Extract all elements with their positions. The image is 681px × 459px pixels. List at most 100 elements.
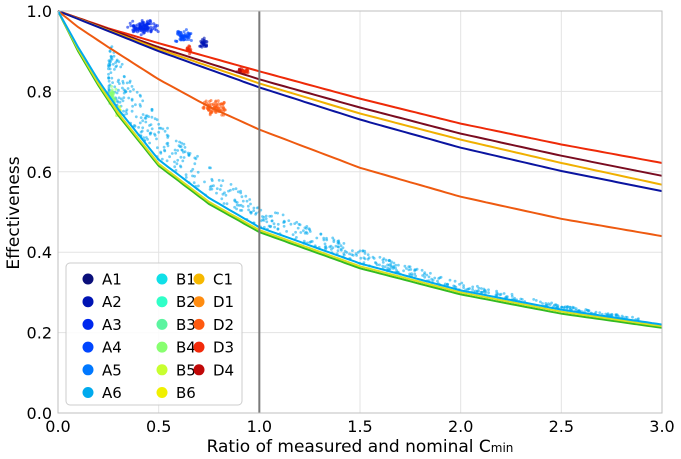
scatter-point [145,27,149,31]
scatter-point [433,276,437,280]
scatter-point [274,211,277,215]
y-tick-label: 0.2 [27,324,52,343]
legend-label: B2 [176,293,196,311]
scatter-point [384,258,388,262]
scatter-point [467,287,470,291]
scatter-point [624,315,628,319]
scatter-point [108,61,111,65]
scatter-point [126,87,130,90]
scatter-point [134,103,137,107]
scatter-point [166,134,170,138]
scatter-point [240,209,244,212]
legend-label: A6 [102,384,122,402]
scatter-point [541,302,544,305]
scatter-point [179,38,183,42]
scatter-point [144,120,148,124]
scatter-point [117,88,120,92]
scatter-point [138,103,142,106]
scatter-point [506,295,509,299]
scatter-point [276,222,280,226]
scatter-point [220,197,224,201]
scatter-point [453,285,457,288]
scatter-point [178,145,182,149]
scatter-point [337,239,341,243]
x-axis-label-subscript: min [491,441,514,455]
scatter-point [197,184,200,188]
scatter-point [480,287,483,290]
scatter-point [366,253,370,257]
scatter-point [245,69,249,72]
scatter-point [155,118,159,122]
scatter-point [166,126,169,130]
scatter-point [165,142,169,146]
scatter-point [413,269,416,272]
scatter-point [173,165,177,169]
scatter-point [110,55,114,59]
scatter-point [132,28,136,32]
scatter-point [342,242,346,245]
scatter-point [146,129,150,133]
scatter-point [136,28,140,31]
scatter-point [183,146,187,149]
scatter-point [168,155,172,159]
scatter-point [392,265,396,268]
legend-label: A3 [102,316,122,334]
legend-marker [156,364,168,376]
scatter-point [283,220,286,224]
scatter-point [139,116,143,119]
scatter-point [214,102,218,106]
scatter-point [107,79,111,83]
scatter-point [294,230,297,234]
scatter-point [182,142,186,146]
scatter-point [604,312,608,316]
scatter-point [307,227,311,231]
series-line [57,10,663,238]
scatter-point [157,122,161,126]
scatter-point [148,19,152,23]
scatter-point [208,166,211,170]
scatter-point [214,99,218,103]
scatter-point [202,105,206,109]
scatter-point [296,226,300,230]
legend-marker [82,296,94,308]
scatter-point [111,62,115,66]
scatter-point [415,267,419,271]
scatter-point [334,244,338,248]
scatter-point [130,85,134,88]
legend-marker [193,341,205,353]
axis-ticks: 0.0 0.5 1.0 1.5 2.0 2.5 3.0 0.0 0.2 0.4 0.6 0.8 1.0 [27,2,675,436]
scatter-point [113,85,117,89]
scatter-point [196,170,200,174]
legend: A1 A2 A3 A4 A5 A6 B1 B2 B3 B4 B5 B6 C1 D1 D2 D3 D4 [65,262,243,406]
scatter-point [276,227,280,231]
scatter-point [386,266,390,270]
legend-marker [82,341,94,353]
scatter-point [249,202,252,206]
scatter-point [109,71,113,74]
scatter-point [180,34,184,38]
scatter-point [631,315,634,319]
scatter-point [471,288,474,291]
scatter-point [155,28,158,32]
scatter-point [161,127,165,131]
y-tick-label: 0.0 [27,404,52,423]
scatter-point [177,33,181,37]
scatter-point [158,126,161,130]
scatter-point [215,187,219,191]
scatter-point [128,90,132,93]
scatter-point [120,62,124,66]
scatter-point [293,222,297,226]
scatter-point [477,286,481,290]
scatter-point [142,136,146,140]
scatter-point [414,274,417,278]
scatter-point [462,284,465,287]
y-axis-label: Effectiveness [4,156,24,269]
scatter-point [598,311,602,314]
scatter-point [474,289,477,293]
scatter-point [240,195,244,199]
scatter-point [146,19,150,23]
scatter-point [448,278,452,282]
scatter-point [502,292,506,295]
scatter-point [571,306,575,310]
